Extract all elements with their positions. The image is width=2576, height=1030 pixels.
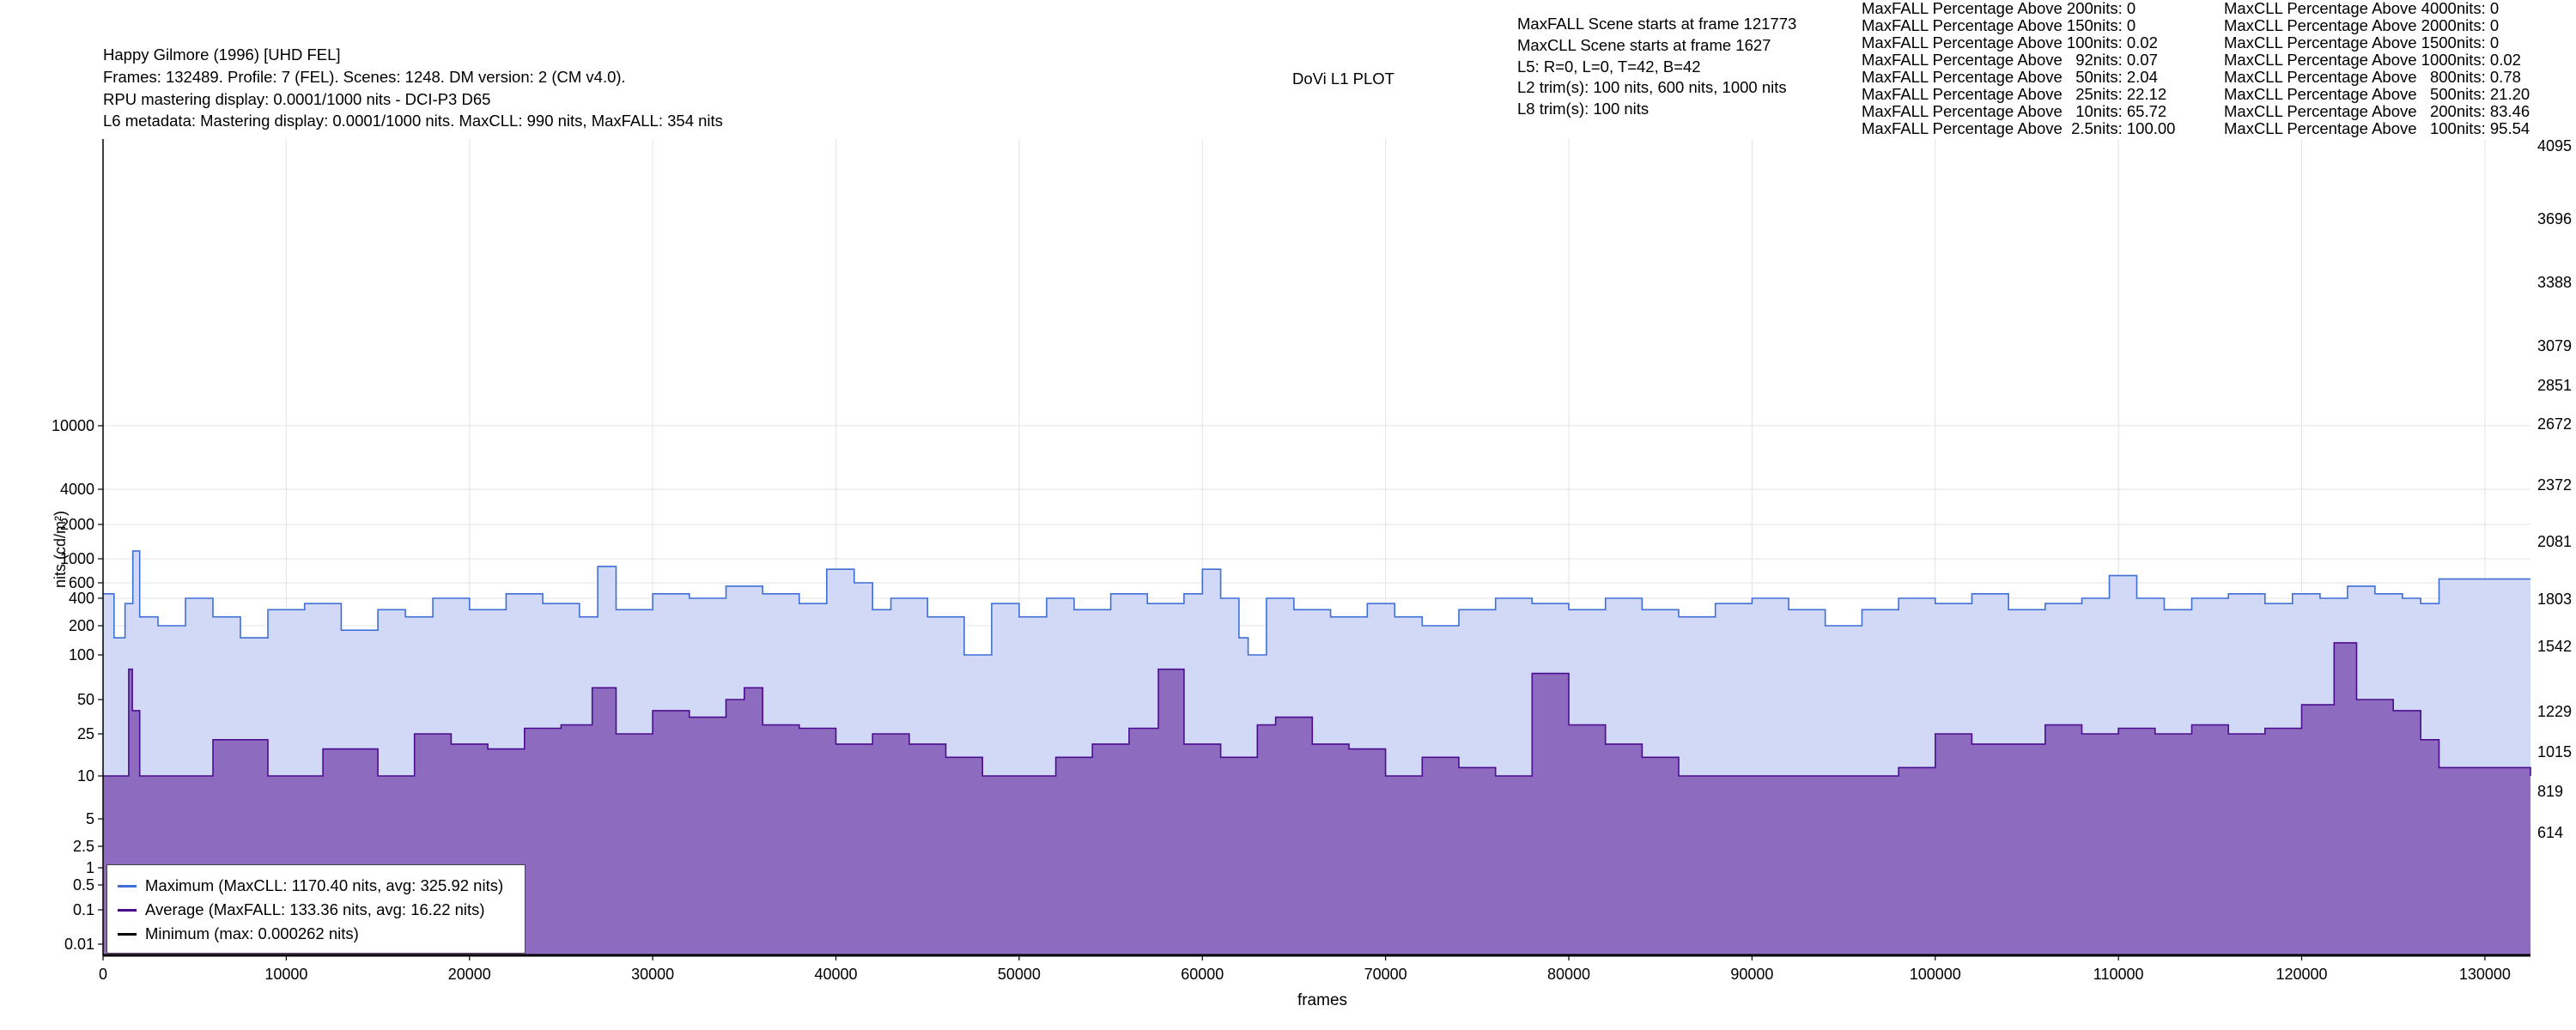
series-areas <box>103 550 2531 957</box>
right-tick-label: 3079 <box>2537 337 2572 354</box>
right-tick-label: 2672 <box>2537 415 2572 433</box>
l5-info: L5: R=0, L=0, T=42, B=42 <box>1517 58 1701 76</box>
x-axis-label: frames <box>1297 991 1347 1009</box>
right-tick-label: 614 <box>2537 824 2563 841</box>
legend-swatch-maximum <box>118 884 137 888</box>
right-tick-label: 3388 <box>2537 274 2572 291</box>
legend-label: Average (MaxFALL: 133.36 nits, avg: 16.2… <box>145 900 485 918</box>
maxcll-scene-info: MaxCLL Scene starts at frame 1627 <box>1517 36 1771 54</box>
x-tick-label: 110000 <box>2093 966 2144 983</box>
y-tick-label: 25 <box>77 725 94 742</box>
legend-item-minimum: Minimum (max: 0.000262 nits) <box>107 922 359 946</box>
right-axis-ticks: 614 819 1015 1229 1542 1803 2081 2372 2672 2851 30… <box>2537 137 2572 841</box>
legend-swatch-minimum <box>118 932 137 936</box>
maxfall-stat-line: MaxFALL Percentage Above 100nits: 0.02 <box>1862 33 2158 52</box>
right-tick-label: 1803 <box>2537 591 2572 608</box>
y-tick-label: 200 <box>69 617 94 634</box>
right-tick-label: 2372 <box>2537 476 2572 494</box>
maxfall-stat-line: MaxFALL Percentage Above 150nits: 0 <box>1862 16 2136 34</box>
plot-title: DoVi L1 PLOT <box>1292 70 1394 88</box>
right-tick-label: 2851 <box>2537 377 2572 394</box>
right-tick-label: 3696 <box>2537 210 2572 227</box>
right-tick-label: 2081 <box>2537 533 2572 550</box>
maxcll-stat-line: MaxCLL Percentage Above 100nits: 95.54 <box>2224 119 2530 137</box>
right-tick-label: 819 <box>2537 783 2563 800</box>
x-tick-label: 70000 <box>1364 966 1407 983</box>
l2-trims-info: L2 trim(s): 100 nits, 600 nits, 1000 nit… <box>1517 78 1787 96</box>
y-tick-label: 50 <box>77 691 94 708</box>
y-tick-label: 400 <box>69 590 94 607</box>
legend: Maximum (MaxCLL: 1170.40 nits, avg: 325.… <box>106 864 526 954</box>
y-tick-label: 5 <box>86 810 94 827</box>
maxfall-scene-info: MaxFALL Scene starts at frame 121773 <box>1517 15 1797 33</box>
line-maximum <box>103 550 2530 656</box>
legend-item-maximum: Maximum (MaxCLL: 1170.40 nits, avg: 325.… <box>107 874 503 898</box>
maxfall-stat-line: MaxFALL Percentage Above 2.5nits: 100.00 <box>1862 119 2176 137</box>
y-tick-label: 2000 <box>60 516 94 533</box>
legend-item-average: Average (MaxFALL: 133.36 nits, avg: 16.2… <box>107 898 485 922</box>
maxfall-stat-line: MaxFALL Percentage Above 10nits: 65.72 <box>1862 102 2167 120</box>
right-tick-label: 4095 <box>2537 137 2572 154</box>
movie-title: Happy Gilmore (1996) [UHD FEL] <box>103 45 341 64</box>
right-tick-label: 1229 <box>2537 703 2572 720</box>
y-tick-label: 0.01 <box>64 936 94 953</box>
maxfall-stat-line: MaxFALL Percentage Above 25nits: 22.12 <box>1862 85 2167 103</box>
maxfall-stat-line: MaxFALL Percentage Above 200nits: 0 <box>1862 0 2136 17</box>
x-axis-ticks: 0 10000 20000 30000 40000 50000 60000 70000 8000… <box>99 955 2511 983</box>
y-tick-label: 0.1 <box>73 901 94 918</box>
x-tick-label: 60000 <box>1181 966 1224 983</box>
legend-label: Maximum (MaxCLL: 1170.40 nits, avg: 325.… <box>145 876 504 894</box>
y-axis-label: nits (cd/m²) <box>52 511 69 588</box>
maxcll-stat-line: MaxCLL Percentage Above 4000nits: 0 <box>2224 0 2500 17</box>
y-tick-label: 1 <box>86 859 94 876</box>
y-tick-label: 600 <box>69 574 94 591</box>
right-tick-label: 1542 <box>2537 638 2572 655</box>
right-tick-label: 1015 <box>2537 743 2572 760</box>
maxcll-stat-line: MaxCLL Percentage Above 800nits: 0.78 <box>2224 68 2521 86</box>
maxfall-stat-line: MaxFALL Percentage Above 50nits: 2.04 <box>1862 68 2158 86</box>
maxcll-stat-line: MaxCLL Percentage Above 200nits: 83.46 <box>2224 102 2530 120</box>
maxcll-stat-line: MaxCLL Percentage Above 2000nits: 0 <box>2224 16 2500 34</box>
y-tick-label: 0.5 <box>73 876 94 894</box>
y-tick-label: 4000 <box>60 481 94 498</box>
x-tick-label: 100000 <box>1910 966 1961 983</box>
maxcll-stat-line: MaxCLL Percentage Above 500nits: 21.20 <box>2224 85 2530 103</box>
y-tick-label: 2.5 <box>73 838 94 855</box>
l6-metadata-info: L6 metadata: Mastering display: 0.0001/1… <box>103 112 723 130</box>
frames-info: Frames: 132489. Profile: 7 (FEL). Scenes… <box>103 68 626 86</box>
x-tick-label: 90000 <box>1730 966 1773 983</box>
y-tick-label: 10000 <box>52 417 94 434</box>
y-tick-label: 100 <box>69 646 94 663</box>
x-tick-label: 50000 <box>998 966 1041 983</box>
maxcll-stat-line: MaxCLL Percentage Above 1500nits: 0 <box>2224 33 2500 52</box>
line-average <box>103 642 2531 777</box>
area-average <box>103 642 2530 955</box>
rpu-mastering-info: RPU mastering display: 0.0001/1000 nits … <box>103 90 491 108</box>
x-tick-label: 80000 <box>1547 966 1590 983</box>
x-tick-label: 40000 <box>814 966 857 983</box>
maxcll-stat-line: MaxCLL Percentage Above 1000nits: 0.02 <box>2224 51 2521 69</box>
x-tick-label: 30000 <box>631 966 674 983</box>
l8-trims-info: L8 trim(s): 100 nits <box>1517 100 1649 118</box>
x-tick-label: 120000 <box>2275 966 2327 983</box>
x-tick-label: 130000 <box>2459 966 2511 983</box>
x-tick-label: 20000 <box>448 966 491 983</box>
y-tick-label: 10 <box>77 767 94 785</box>
legend-swatch-average <box>118 908 137 912</box>
legend-label: Minimum (max: 0.000262 nits) <box>145 924 359 942</box>
x-tick-label: 0 <box>99 966 107 983</box>
maxfall-stat-line: MaxFALL Percentage Above 92nits: 0.07 <box>1862 51 2158 69</box>
y-tick-label: 1000 <box>60 550 94 567</box>
x-tick-label: 10000 <box>264 966 307 983</box>
